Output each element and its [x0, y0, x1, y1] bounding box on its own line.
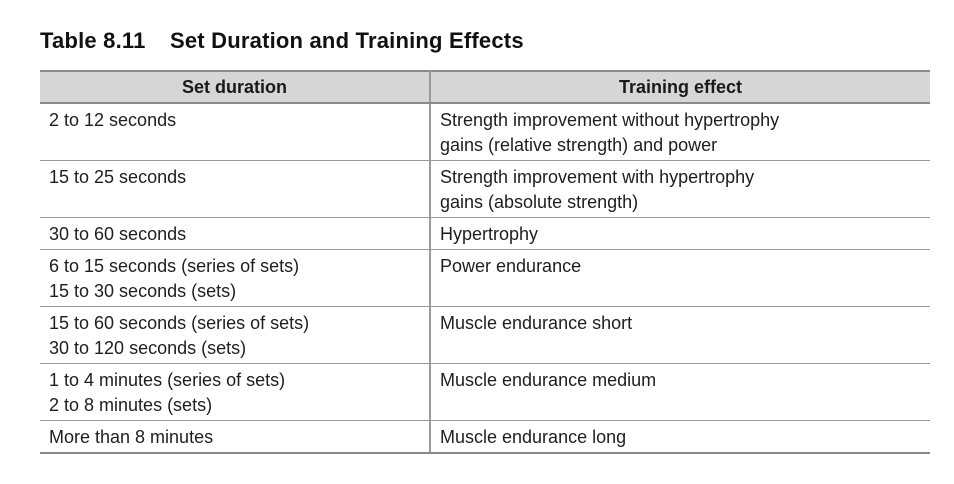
effect-line: Muscle endurance medium: [440, 370, 657, 390]
header-training-effect: Training effect: [430, 70, 930, 104]
duration-cell: 30 to 60 seconds: [40, 217, 431, 250]
duration-line: More than 8 minutes: [49, 427, 214, 447]
effect-cell: Strength improvement without hypertrophy…: [430, 103, 930, 161]
table-title: Set Duration and Training Effects: [170, 28, 524, 53]
effect-line: Strength improvement without hypertrophy: [440, 110, 780, 130]
table-row: 2 to 12 seconds Strength improvement wit…: [40, 103, 930, 161]
duration-cell: 2 to 12 seconds: [40, 103, 431, 161]
duration-line: 6 to 15 seconds (series of sets): [49, 256, 300, 276]
table-header-row: Set duration Training effect: [40, 70, 930, 104]
duration-line: 2 to 8 minutes (sets): [49, 395, 213, 415]
duration-line: 30 to 60 seconds: [49, 224, 187, 244]
duration-line: 15 to 60 seconds (series of sets): [49, 313, 310, 333]
duration-line: 15 to 30 seconds (sets): [49, 281, 237, 301]
effect-cell: Muscle endurance medium: [430, 363, 930, 421]
duration-line: 30 to 120 seconds (sets): [49, 338, 247, 358]
effect-line: Strength improvement with hypertrophy: [440, 167, 755, 187]
duration-cell: 6 to 15 seconds (series of sets) 15 to 3…: [40, 249, 431, 307]
table-caption: Table 8.11 Set Duration and Training Effe…: [40, 28, 524, 54]
effect-line: gains (relative strength) and power: [440, 135, 718, 155]
duration-cell: 15 to 60 seconds (series of sets) 30 to …: [40, 306, 431, 364]
table-row: More than 8 minutes Muscle endurance lon…: [40, 420, 930, 454]
duration-cell: 1 to 4 minutes (series of sets) 2 to 8 m…: [40, 363, 431, 421]
table-row: 6 to 15 seconds (series of sets) 15 to 3…: [40, 249, 930, 307]
table-row: 30 to 60 seconds Hypertrophy: [40, 217, 930, 250]
effect-line: Muscle endurance short: [440, 313, 633, 333]
table-row: 15 to 25 seconds Strength improvement wi…: [40, 160, 930, 218]
effect-line: Muscle endurance long: [440, 427, 627, 447]
effect-cell: Hypertrophy: [430, 217, 930, 250]
duration-line: 1 to 4 minutes (series of sets): [49, 370, 286, 390]
effect-line: Power endurance: [440, 256, 582, 276]
duration-line: 2 to 12 seconds: [49, 110, 177, 130]
effect-cell: Strength improvement with hypertrophy ga…: [430, 160, 930, 218]
effect-cell: Muscle endurance short: [430, 306, 930, 364]
effect-line: gains (absolute strength): [440, 192, 639, 212]
effect-cell: Muscle endurance long: [430, 420, 930, 454]
table-number: Table 8.11: [40, 28, 146, 53]
duration-line: 15 to 25 seconds: [49, 167, 187, 187]
set-duration-table: Set duration Training effect 2 to 12 sec…: [40, 70, 930, 454]
effect-cell: Power endurance: [430, 249, 930, 307]
table-row: 1 to 4 minutes (series of sets) 2 to 8 m…: [40, 363, 930, 421]
duration-cell: More than 8 minutes: [40, 420, 431, 454]
effect-line: Hypertrophy: [440, 224, 539, 244]
duration-cell: 15 to 25 seconds: [40, 160, 431, 218]
header-set-duration: Set duration: [40, 70, 431, 104]
table-row: 15 to 60 seconds (series of sets) 30 to …: [40, 306, 930, 364]
